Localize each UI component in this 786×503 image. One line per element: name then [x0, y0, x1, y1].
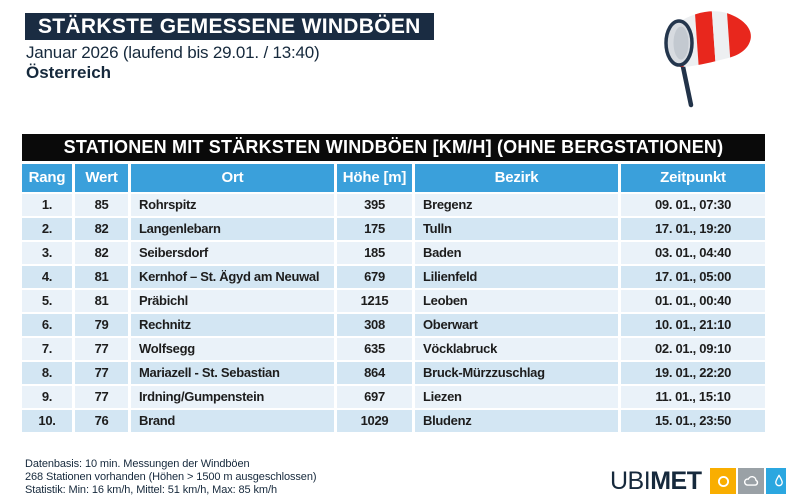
- cell-zeitpunkt: 19. 01., 22:20: [621, 362, 765, 384]
- col-header-rank: Rang: [22, 164, 72, 192]
- cell-rank: 3.: [22, 242, 72, 264]
- cell-hoehe: 1215: [337, 290, 412, 312]
- table-row: 7. 77 Wolfsegg 635 Vöcklabruck 02. 01., 09:10: [22, 338, 765, 360]
- cell-hoehe: 635: [337, 338, 412, 360]
- cell-rank: 2.: [22, 218, 72, 240]
- table-title: STATIONEN MIT STÄRKSTEN WINDBÖEN [KM/H] …: [22, 134, 765, 161]
- cell-bezirk: Baden: [415, 242, 618, 264]
- cell-hoehe: 1029: [337, 410, 412, 432]
- cell-zeitpunkt: 15. 01., 23:50: [621, 410, 765, 432]
- cell-wert: 85: [75, 194, 128, 216]
- cell-bezirk: Vöcklabruck: [415, 338, 618, 360]
- cell-wert: 82: [75, 218, 128, 240]
- table-row: 3. 82 Seibersdorf 185 Baden 03. 01., 04:40: [22, 242, 765, 264]
- cell-ort: Wolfsegg: [131, 338, 334, 360]
- cell-bezirk: Liezen: [415, 386, 618, 408]
- page-subtitle: Januar 2026 (laufend bis 29.01. / 13:40): [26, 43, 320, 62]
- table-row: 9. 77 Irdning/Gumpenstein 697 Liezen 11. 01.,…: [22, 386, 765, 408]
- cell-wert: 77: [75, 338, 128, 360]
- droplet-icon: [766, 468, 786, 494]
- col-header-bezirk: Bezirk: [415, 164, 618, 192]
- cell-ort: Kernhof – St. Ägyd am Neuwal: [131, 266, 334, 288]
- table-row: 5. 81 Präbichl 1215 Leoben 01. 01., 00:40: [22, 290, 765, 312]
- wind-table-header-row: Rang Wert Ort Höhe [m] Bezirk Zeitpunkt: [22, 164, 765, 192]
- cloud-icon: [738, 468, 765, 494]
- cell-ort: Rechnitz: [131, 314, 334, 336]
- cell-wert: 81: [75, 290, 128, 312]
- col-header-ort: Ort: [131, 164, 334, 192]
- table-row: 6. 79 Rechnitz 308 Oberwart 10. 01., 21:10: [22, 314, 765, 336]
- cell-rank: 9.: [22, 386, 72, 408]
- cell-ort: Langenlebarn: [131, 218, 334, 240]
- table-row: 10. 76 Brand 1029 Bludenz 15. 01., 23:50: [22, 410, 765, 432]
- cell-zeitpunkt: 17. 01., 19:20: [621, 218, 765, 240]
- region-label: Österreich: [26, 63, 112, 82]
- cell-hoehe: 679: [337, 266, 412, 288]
- page-title: STÄRKSTE GEMESSENE WINDBÖEN: [25, 13, 434, 40]
- wind-table: STATIONEN MIT STÄRKSTEN WINDBÖEN [KM/H] …: [22, 134, 765, 434]
- cell-hoehe: 864: [337, 362, 412, 384]
- cell-ort: Seibersdorf: [131, 242, 334, 264]
- cell-zeitpunkt: 03. 01., 04:40: [621, 242, 765, 264]
- logo-squares: [708, 468, 786, 494]
- cell-bezirk: Tulln: [415, 218, 618, 240]
- wind-table-body: 1. 85 Rohrspitz 395 Bregenz 09. 01., 07:30 2. 8…: [22, 194, 765, 432]
- cell-hoehe: 175: [337, 218, 412, 240]
- footer-notes: Datenbasis: 10 min. Messungen der Windbö…: [25, 458, 317, 497]
- cell-ort: Irdning/Gumpenstein: [131, 386, 334, 408]
- col-header-wert: Wert: [75, 164, 128, 192]
- cell-zeitpunkt: 01. 01., 00:40: [621, 290, 765, 312]
- cell-bezirk: Bludenz: [415, 410, 618, 432]
- cell-wert: 77: [75, 386, 128, 408]
- cell-ort: Präbichl: [131, 290, 334, 312]
- logo-met: MET: [650, 467, 702, 495]
- cell-rank: 7.: [22, 338, 72, 360]
- cell-wert: 76: [75, 410, 128, 432]
- cell-rank: 5.: [22, 290, 72, 312]
- cell-bezirk: Lilienfeld: [415, 266, 618, 288]
- cell-bezirk: Leoben: [415, 290, 618, 312]
- cell-ort: Brand: [131, 410, 334, 432]
- cell-ort: Mariazell - St. Sebastian: [131, 362, 334, 384]
- cell-hoehe: 185: [337, 242, 412, 264]
- cell-wert: 79: [75, 314, 128, 336]
- cell-bezirk: Oberwart: [415, 314, 618, 336]
- cell-rank: 6.: [22, 314, 72, 336]
- cell-ort: Rohrspitz: [131, 194, 334, 216]
- table-row: 1. 85 Rohrspitz 395 Bregenz 09. 01., 07:30: [22, 194, 765, 216]
- col-header-hoehe: Höhe [m]: [337, 164, 412, 192]
- windsock-icon: [664, 8, 753, 108]
- sun-icon: [710, 468, 737, 494]
- cell-bezirk: Bruck-Mürzzuschlag: [415, 362, 618, 384]
- cell-wert: 82: [75, 242, 128, 264]
- table-row: 4. 81 Kernhof – St. Ägyd am Neuwal 679 Lilie…: [22, 266, 765, 288]
- cell-hoehe: 308: [337, 314, 412, 336]
- cell-zeitpunkt: 10. 01., 21:10: [621, 314, 765, 336]
- cell-hoehe: 395: [337, 194, 412, 216]
- table-row: 8. 77 Mariazell - St. Sebastian 864 Bruck-Mü…: [22, 362, 765, 384]
- cell-rank: 4.: [22, 266, 72, 288]
- cell-zeitpunkt: 02. 01., 09:10: [621, 338, 765, 360]
- cell-zeitpunkt: 11. 01., 15:10: [621, 386, 765, 408]
- ubimet-logo: UBIMET: [610, 467, 786, 495]
- table-row: 2. 82 Langenlebarn 175 Tulln 17. 01., 19:20: [22, 218, 765, 240]
- cell-hoehe: 697: [337, 386, 412, 408]
- cell-zeitpunkt: 09. 01., 07:30: [621, 194, 765, 216]
- col-header-zeitpunkt: Zeitpunkt: [621, 164, 765, 192]
- cell-zeitpunkt: 17. 01., 05:00: [621, 266, 765, 288]
- cell-wert: 81: [75, 266, 128, 288]
- cell-wert: 77: [75, 362, 128, 384]
- footer-line-statistik: Statistik: Min: 16 km/h, Mittel: 51 km/h…: [25, 484, 277, 496]
- footer-line-databasis: Datenbasis: 10 min. Messungen der Windbö…: [25, 458, 250, 470]
- ubimet-logo-text: UBIMET: [610, 467, 702, 495]
- cell-rank: 8.: [22, 362, 72, 384]
- footer-line-stations: 268 Stationen vorhanden (Höhen > 1500 m …: [25, 471, 317, 483]
- cell-bezirk: Bregenz: [415, 194, 618, 216]
- cell-rank: 10.: [22, 410, 72, 432]
- cell-rank: 1.: [22, 194, 72, 216]
- logo-ubi: UBI: [610, 467, 651, 495]
